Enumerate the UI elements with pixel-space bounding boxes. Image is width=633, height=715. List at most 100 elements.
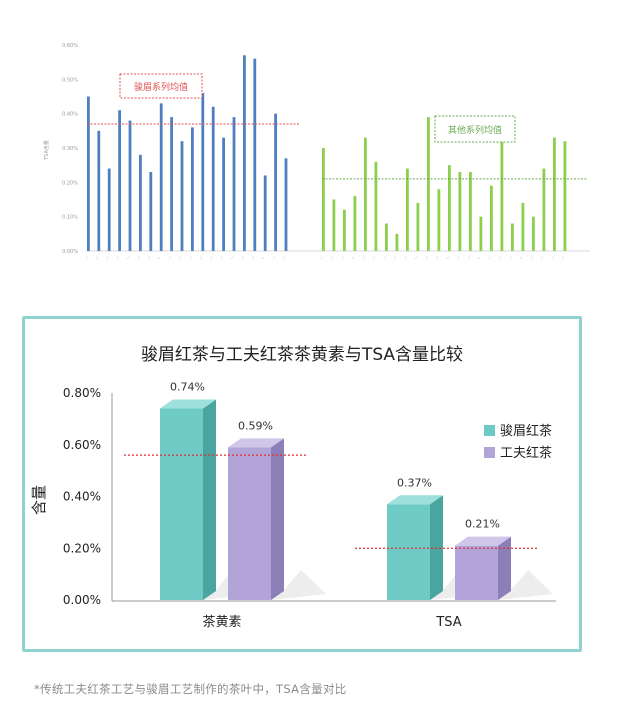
- y-tick-label: 0.20%: [62, 180, 78, 186]
- other-bar: [353, 196, 357, 251]
- bar-front: [387, 504, 430, 600]
- x-tick-label: —: [250, 255, 256, 261]
- other-bar: [490, 185, 493, 251]
- other-bar: [343, 209, 346, 251]
- x-tick-label: —: [487, 255, 493, 261]
- x-tick-label: —: [84, 255, 90, 261]
- x-tick-label: —: [240, 255, 246, 261]
- x-tick-label: 茶黄素: [202, 614, 241, 630]
- x-tick-label: —: [136, 255, 142, 261]
- junmei-mean-label: 骏眉系列均值: [134, 81, 188, 93]
- bar-side: [498, 536, 511, 600]
- other-bar: [395, 233, 399, 251]
- junmei-bar: [222, 137, 225, 251]
- other-bar: [385, 223, 388, 251]
- other-bar: [511, 223, 514, 251]
- bar-top: [387, 495, 443, 505]
- other-bar: [416, 202, 420, 251]
- junmei-bar: [118, 110, 121, 251]
- y-axis-label: TSA含量: [43, 140, 50, 161]
- legend-swatch: [484, 447, 495, 458]
- x-tick-label: —: [508, 255, 514, 261]
- junmei-bar: [274, 113, 277, 252]
- junmei-bar: [107, 168, 111, 251]
- x-tick-label: —: [392, 255, 398, 261]
- x-tick-label: —: [350, 255, 356, 261]
- other-bar: [332, 199, 336, 251]
- x-tick-label: —: [319, 255, 325, 261]
- x-tick-label: —: [476, 255, 482, 261]
- bar-front: [455, 545, 498, 600]
- junmei-bar: [263, 175, 267, 251]
- x-tick-label: —: [518, 255, 524, 261]
- x-tick-label: —: [371, 255, 377, 261]
- y-tick-label: 0.60%: [62, 43, 78, 49]
- junmei-bar: [149, 172, 153, 251]
- x-tick-label: —: [424, 255, 430, 261]
- data-label: 0.37%: [397, 476, 432, 489]
- x-tick-label: —: [550, 255, 556, 261]
- y-tick-label: 0.80%: [63, 386, 101, 400]
- other-bar: [322, 148, 325, 251]
- theaflavin-tsa-chart: 骏眉红茶与工夫红茶茶黄素与TSA含量比较 0.00% 0.20% 0.40% 0.60%…: [30, 345, 556, 630]
- junmei-bar: [159, 103, 163, 251]
- y-tick-label: 0.30%: [62, 146, 78, 152]
- x-tick-label: —: [403, 255, 409, 261]
- x-tick-label: TSA: [435, 615, 461, 630]
- chart-title: 骏眉红茶与工夫红茶茶黄素与TSA含量比较: [141, 345, 463, 365]
- junmei-bar: [87, 96, 90, 251]
- other-bar: [532, 216, 535, 251]
- other-bar: [374, 161, 378, 251]
- x-tick-label: —: [340, 255, 346, 261]
- junmei-bar: [211, 106, 215, 251]
- x-tick-label: —: [167, 255, 173, 261]
- x-tick-label: —: [413, 255, 419, 261]
- other-mean-label: 其他系列均值: [448, 124, 502, 136]
- x-tick-label: —: [177, 255, 183, 261]
- junmei-bar: [180, 141, 184, 251]
- junmei-bar: [170, 117, 173, 251]
- x-tick-label: —: [198, 255, 204, 261]
- y-tick-label: 0.60%: [63, 438, 101, 452]
- x-tick-label: —: [271, 255, 277, 261]
- x-tick-label: —: [445, 255, 451, 261]
- other-bar: [458, 172, 462, 251]
- x-tick-label: —: [361, 255, 367, 261]
- x-tick-label: —: [497, 255, 503, 261]
- other-bar: [553, 137, 556, 251]
- bar-front: [228, 447, 271, 600]
- other-bar: [406, 168, 409, 251]
- x-tick-label: —: [455, 255, 461, 261]
- data-label: 0.74%: [170, 381, 205, 394]
- x-tick-label: —: [560, 255, 566, 261]
- legend-label: 工夫红茶: [500, 445, 552, 461]
- junmei-bar: [128, 120, 132, 252]
- x-tick-label: —: [146, 255, 152, 261]
- figure-caption: *传统工夫红茶工艺与骏眉工艺制作的茶叶中，TSA含量对比: [34, 682, 347, 696]
- bar-top: [455, 536, 511, 546]
- other-bar: [479, 216, 483, 251]
- data-label: 0.21%: [465, 518, 500, 531]
- bar-top: [160, 399, 216, 409]
- y-tick-label: 0.00%: [62, 249, 78, 255]
- data-label: 0.59%: [238, 419, 273, 432]
- other-mean-label-box: [434, 115, 516, 143]
- x-tick-label: —: [188, 255, 194, 261]
- y-tick-label: 0.10%: [62, 215, 78, 221]
- bar-shadow: [271, 570, 326, 600]
- bar-front: [160, 408, 203, 600]
- x-tick-label: —: [539, 255, 545, 261]
- legend-swatch: [484, 425, 495, 436]
- other-bar: [500, 117, 504, 251]
- junmei-bar: [191, 127, 194, 251]
- x-tick-label: —: [125, 255, 131, 261]
- x-tick-label: —: [115, 255, 121, 261]
- x-tick-label: —: [281, 255, 287, 261]
- legend-label: 骏眉红茶: [500, 423, 552, 439]
- other-bar: [427, 117, 430, 251]
- junmei-bar: [201, 93, 205, 251]
- junmei-bar: [243, 55, 246, 251]
- tsa-bar-chart: 0.00% 0.10% 0.20% 0.30% 0.40% 0.50% 0.60% TSA含量…: [43, 43, 590, 261]
- y-tick-label: 0.20%: [63, 541, 101, 555]
- other-bar: [469, 172, 472, 251]
